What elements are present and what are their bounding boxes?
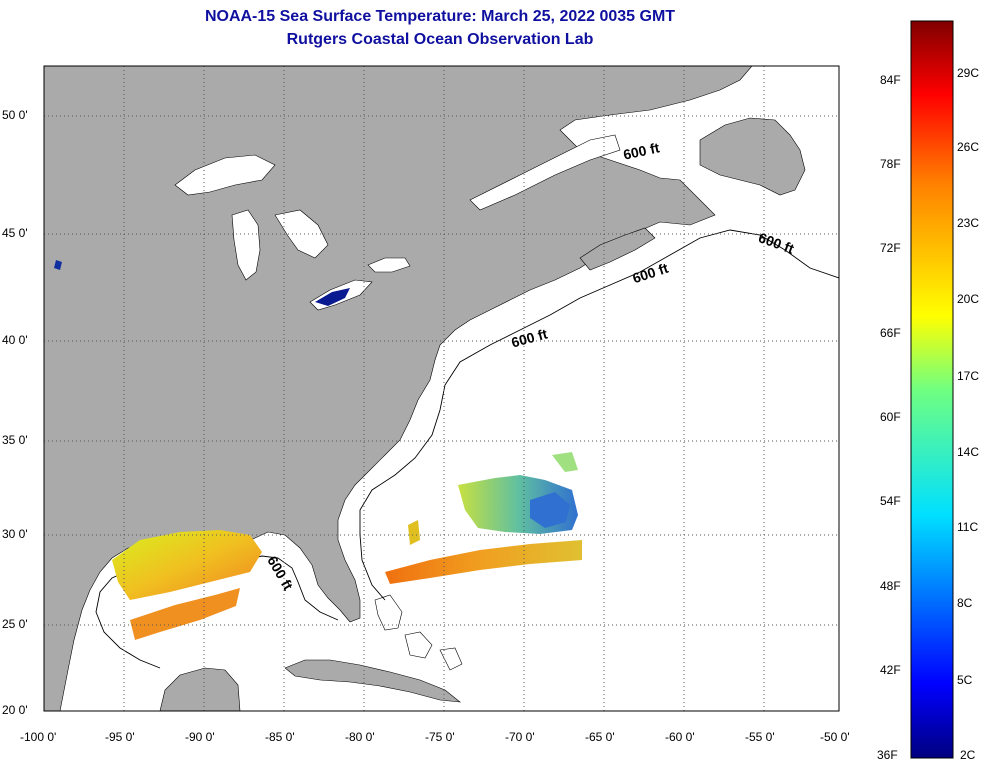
land-nova-scotia bbox=[579, 227, 656, 271]
lon-tick-label: -65 0' bbox=[585, 730, 615, 744]
lat-tick-label: 35 0' bbox=[2, 433, 28, 447]
lon-tick-label: -75 0' bbox=[425, 730, 455, 744]
sst-patch-east bbox=[530, 492, 570, 528]
colorbar-c-label: 8C bbox=[957, 596, 973, 610]
lon-tick-label: -50 0' bbox=[820, 730, 850, 744]
land-yucatan bbox=[159, 667, 241, 711]
map-title: NOAA-15 Sea Surface Temperature: March 2… bbox=[204, 8, 676, 25]
colorbar-c-label: 26C bbox=[957, 140, 980, 154]
lat-tick-label: 50 0' bbox=[2, 108, 28, 122]
lat-tick-label: 30 0' bbox=[2, 527, 28, 541]
st-lawrence-estuary bbox=[469, 134, 621, 211]
colorbar-f-label: 72F bbox=[880, 241, 901, 255]
graticule bbox=[44, 66, 839, 711]
lake-huron bbox=[274, 209, 329, 259]
colorbar-c-label: 5C bbox=[957, 673, 973, 687]
land-cuba bbox=[284, 659, 461, 703]
sst-swath-gulf-south bbox=[130, 588, 240, 640]
lat-tick-label: 45 0' bbox=[2, 226, 28, 240]
colorbar-c-label: 20C bbox=[957, 292, 980, 306]
lon-tick-label: -85 0' bbox=[265, 730, 295, 744]
lat-tick-label: 20 0' bbox=[2, 703, 28, 717]
lake-erie-sst bbox=[315, 288, 350, 306]
sst-swath-atlantic-south bbox=[385, 540, 582, 584]
sst-swath-gulf-north bbox=[112, 530, 262, 600]
colorbar-f-label: 36F bbox=[877, 748, 898, 762]
colorbar bbox=[910, 20, 954, 759]
colorbar-f-label: 42F bbox=[880, 663, 901, 677]
lake-michigan bbox=[231, 209, 261, 281]
colorbar-f-label: 84F bbox=[880, 73, 901, 87]
colorbar-c-label: 23C bbox=[957, 216, 980, 230]
colorbar-c-label: 11C bbox=[957, 520, 979, 534]
colorbar-f-label: 66F bbox=[880, 326, 901, 340]
lon-tick-label: -60 0' bbox=[665, 730, 695, 744]
lake-superior bbox=[174, 154, 276, 196]
colorbar-c-label: 17C bbox=[957, 369, 980, 383]
colorbar-f-label: 78F bbox=[880, 157, 901, 171]
lake-ontario bbox=[367, 257, 411, 273]
colorbar-f-label: 54F bbox=[880, 494, 901, 508]
lat-tick-label: 40 0' bbox=[2, 333, 28, 347]
lon-tick-label: -100 0' bbox=[20, 730, 57, 744]
colorbar-f-label: 48F bbox=[880, 579, 901, 593]
lon-tick-label: -55 0' bbox=[745, 730, 775, 744]
colorbar-c-label: 2C bbox=[960, 748, 976, 762]
colorbar-c-label: 29C bbox=[957, 66, 980, 80]
lon-tick-label: -90 0' bbox=[185, 730, 215, 744]
lat-tick-label: 25 0' bbox=[2, 617, 28, 631]
lon-tick-label: -80 0' bbox=[345, 730, 375, 744]
lon-tick-label: -95 0' bbox=[105, 730, 135, 744]
sst-patch-north bbox=[552, 452, 578, 472]
colorbar-f-label: 60F bbox=[880, 410, 901, 424]
colorbar-c-label: 14C bbox=[957, 445, 980, 459]
sst-patch-inland-blue bbox=[54, 260, 62, 270]
sst-patch-scatter bbox=[408, 520, 420, 545]
land-bahamas bbox=[374, 594, 463, 671]
map-frame bbox=[43, 65, 840, 712]
lon-tick-label: -70 0' bbox=[505, 730, 535, 744]
land-newfoundland bbox=[699, 117, 806, 196]
map-subtitle: Rutgers Coastal Ocean Observation Lab bbox=[286, 31, 594, 48]
